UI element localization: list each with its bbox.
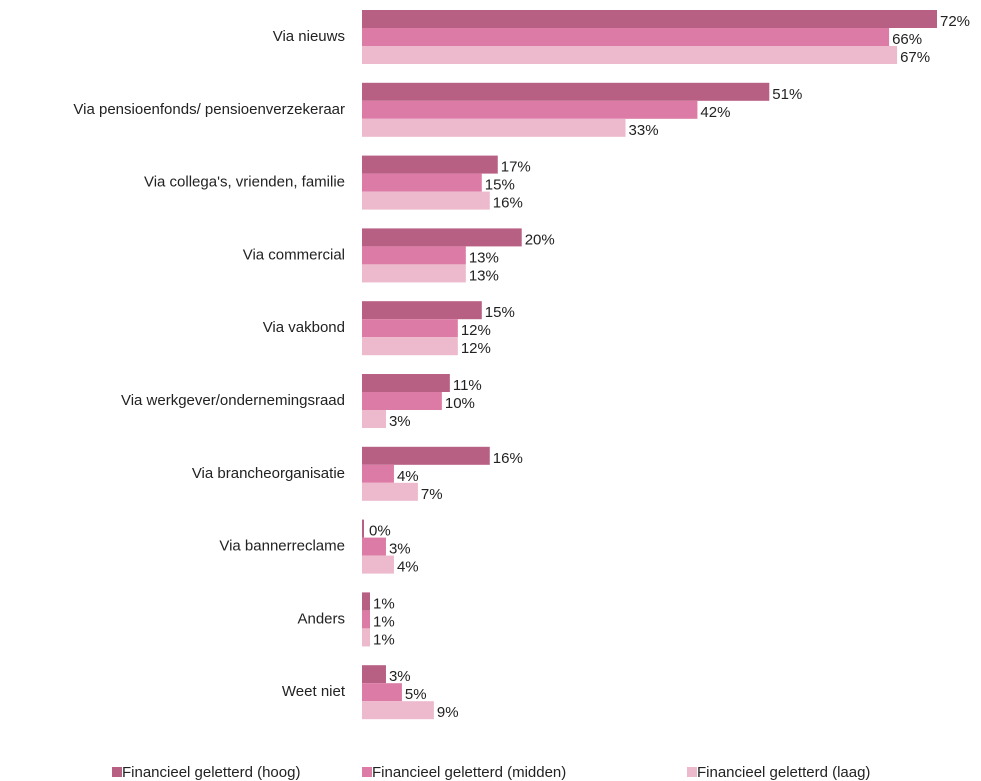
value-label: 67% xyxy=(900,49,930,66)
bar xyxy=(362,392,442,410)
value-label: 66% xyxy=(892,31,922,48)
bar xyxy=(362,46,898,64)
bar xyxy=(362,464,394,483)
value-label: 4% xyxy=(397,559,419,576)
value-label: 12% xyxy=(461,322,491,339)
category-label: Anders xyxy=(297,610,345,627)
value-label: 16% xyxy=(493,195,523,212)
value-label: 51% xyxy=(772,86,802,103)
legend-label: Financieel geletterd (hoog) xyxy=(122,764,300,781)
value-label: 15% xyxy=(485,304,515,321)
bar xyxy=(362,191,490,210)
value-label: 0% xyxy=(369,523,391,540)
bar xyxy=(362,410,386,428)
category-label: Via bannerreclame xyxy=(219,538,345,555)
value-label: 5% xyxy=(405,686,427,703)
category-label: Via nieuws xyxy=(273,28,345,45)
value-label: 9% xyxy=(437,704,459,721)
bar xyxy=(362,519,364,538)
value-label: 12% xyxy=(461,340,491,357)
value-label: 20% xyxy=(525,231,555,248)
bar xyxy=(362,100,698,119)
bar xyxy=(362,701,434,720)
value-label: 1% xyxy=(373,595,395,612)
value-label: 17% xyxy=(501,159,531,176)
bar xyxy=(362,301,482,320)
value-label: 11% xyxy=(453,377,482,394)
bar xyxy=(362,537,386,556)
bar xyxy=(362,319,458,338)
value-label: 3% xyxy=(389,541,411,558)
bar xyxy=(362,10,937,28)
bar xyxy=(362,118,626,137)
legend-swatch xyxy=(362,767,372,777)
bar xyxy=(362,555,394,574)
value-label: 1% xyxy=(373,631,395,648)
bar xyxy=(362,173,482,192)
value-label: 4% xyxy=(397,468,419,485)
category-label: Via collega's, vrienden, familie xyxy=(144,174,345,191)
value-label: 7% xyxy=(421,486,443,503)
category-label: Via vakbond xyxy=(263,319,345,336)
value-label: 72% xyxy=(940,13,970,30)
category-label: Weet niet xyxy=(282,683,346,700)
bar xyxy=(362,482,418,501)
bar xyxy=(362,337,458,356)
bar xyxy=(362,628,370,647)
category-label: Via commercial xyxy=(243,246,345,263)
legend-swatch xyxy=(687,767,697,777)
bar xyxy=(362,683,402,702)
category-label: Via werkgever/ondernemingsraad xyxy=(121,392,345,409)
value-label: 10% xyxy=(445,395,475,412)
value-label: 15% xyxy=(485,177,515,194)
bar xyxy=(362,82,770,101)
bar xyxy=(362,665,386,684)
category-label: Via pensioenfonds/ pensioenverzekeraar xyxy=(73,101,345,118)
value-label: 13% xyxy=(469,267,499,284)
bar xyxy=(362,155,498,174)
value-label: 16% xyxy=(493,450,523,467)
value-label: 3% xyxy=(389,668,411,685)
bar xyxy=(362,246,466,265)
bar xyxy=(362,374,450,392)
value-label: 3% xyxy=(389,413,411,430)
bar xyxy=(362,228,522,247)
category-label: Via brancheorganisatie xyxy=(192,465,345,482)
value-label: 1% xyxy=(373,613,395,630)
legend-label: Financieel geletterd (laag) xyxy=(697,764,870,781)
legend-swatch xyxy=(112,767,122,777)
bar xyxy=(362,446,490,465)
value-label: 13% xyxy=(469,249,499,266)
legend-label: Financieel geletterd (midden) xyxy=(372,764,566,781)
value-label: 33% xyxy=(629,122,659,139)
bar xyxy=(362,610,370,629)
bar xyxy=(362,592,370,611)
value-label: 42% xyxy=(700,104,730,121)
bar xyxy=(362,264,466,283)
bar xyxy=(362,28,890,46)
